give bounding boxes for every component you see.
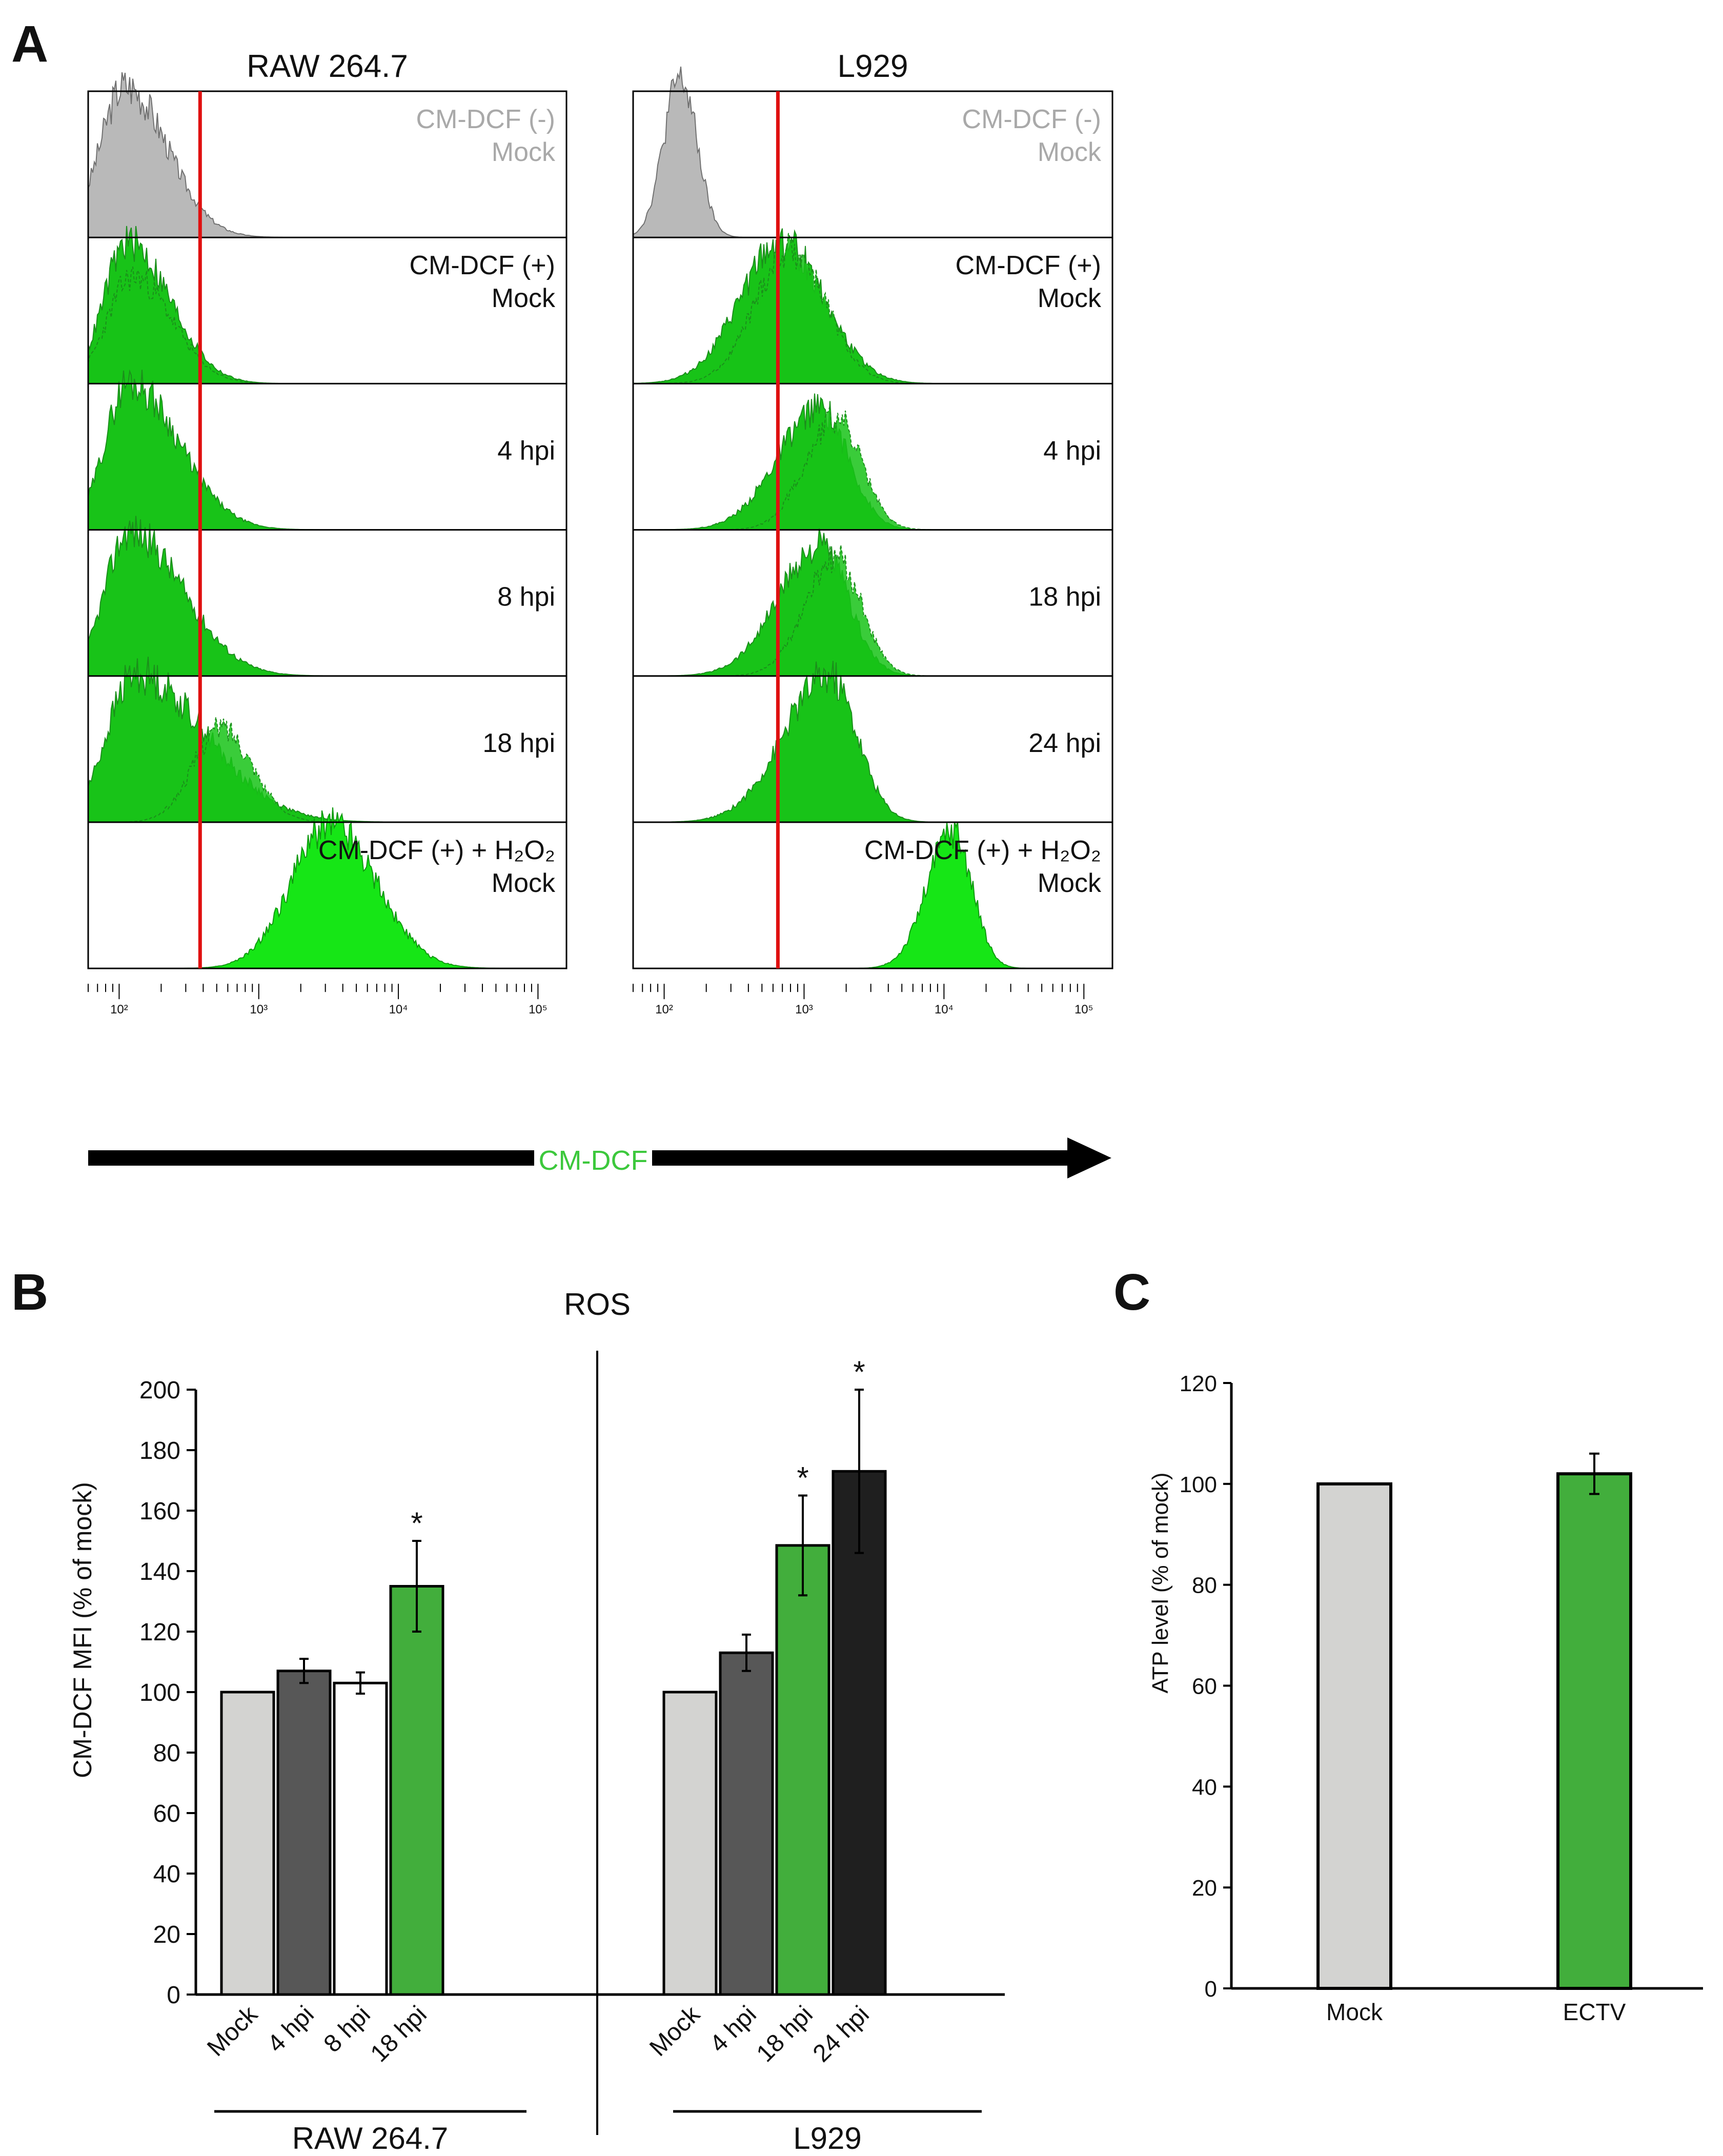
- x-tick-label: 10⁴: [389, 1003, 408, 1016]
- bar: [276, 1670, 332, 1996]
- histogram-curve-green: [88, 516, 566, 677]
- y-tick-label: 100: [139, 1679, 180, 1706]
- y-tick-label: 200: [139, 1377, 180, 1404]
- y-tick-label: 20: [1192, 1876, 1217, 1901]
- x-tick-label: 10³: [795, 1003, 813, 1016]
- chart-c-bars: Mock ECTV: [1316, 1452, 1632, 2025]
- arrow-shaft-left: [88, 1150, 534, 1166]
- y-tick-label: 80: [153, 1740, 180, 1767]
- chart-c-ylabel: ATP level (% of mock): [1148, 1472, 1173, 1693]
- row-label-line2: Mock: [1038, 137, 1102, 167]
- row-label-line1: CM-DCF (-): [962, 105, 1101, 134]
- histogram-l929: L929 CM-DCF (-) Mock CM-DCF (+) Mock 4 hpi 18 …: [632, 49, 1113, 1016]
- y-tick-label: 20: [153, 1921, 180, 1948]
- histogram-title: L929: [838, 49, 908, 84]
- row-label: 8 hpi: [497, 582, 555, 612]
- significance-star: *: [797, 1461, 808, 1495]
- bar: [1556, 1472, 1632, 1990]
- bar: [662, 1691, 718, 1996]
- significance-star: *: [853, 1355, 865, 1389]
- row-label-line1: CM-DCF (+): [409, 251, 555, 280]
- bar: [333, 1681, 388, 1996]
- row-label-line2: Mock: [492, 137, 556, 167]
- histogram-frame: [632, 90, 1113, 969]
- y-tick-label: 60: [153, 1800, 180, 1827]
- bar: [775, 1544, 830, 1996]
- row-label-line2: Mock: [1038, 868, 1102, 898]
- histogram-raw264: RAW 264.7 CM-DCF (-) Mock CM-DCF (+) Mock 4 h…: [87, 49, 567, 1016]
- histogram-frame: [87, 90, 567, 969]
- y-tick-label: 120: [139, 1619, 180, 1646]
- panel-letter-c: C: [1113, 1264, 1150, 1321]
- bar: [389, 1585, 444, 1996]
- bar: [1316, 1482, 1392, 1990]
- y-tick-label: 40: [153, 1861, 180, 1888]
- category-label: Mock: [202, 2001, 263, 2062]
- chart-b-title: ROS: [564, 1287, 631, 1321]
- panel-c-atp-bar-chart: ATP level (% of mock) 0 20 40 60 80 100 120 Mo…: [1148, 1371, 1703, 2025]
- y-tick-label: 0: [167, 1982, 180, 2009]
- category-label: 18 hpi: [366, 2001, 432, 2067]
- cm-dcf-axis-arrow: CM-DCF: [88, 1137, 1111, 1178]
- row-label-line1: CM-DCF (+) + H₂O₂: [864, 836, 1101, 865]
- histogram-curve-green: [88, 369, 566, 531]
- chart-b-ylabel: CM-DCF MFI (% of mock): [68, 1482, 97, 1778]
- category-label: Mock: [1326, 1999, 1383, 2025]
- row-label: 18 hpi: [1028, 582, 1101, 612]
- row-label: 18 hpi: [482, 728, 555, 758]
- y-tick-label: 40: [1192, 1775, 1217, 1800]
- row-label-line1: CM-DCF (+) + H₂O₂: [318, 836, 555, 865]
- row-label-line1: CM-DCF (+): [955, 251, 1101, 280]
- x-tick-label: 10²: [110, 1003, 128, 1016]
- row-label-line1: CM-DCF (-): [416, 105, 555, 134]
- y-tick-label: 180: [139, 1437, 180, 1465]
- category-label: 18 hpi: [752, 2001, 818, 2067]
- bar: [832, 1470, 887, 1996]
- category-label: ECTV: [1563, 1999, 1626, 2025]
- category-label: 24 hpi: [808, 2001, 875, 2067]
- y-tick-label: 100: [1180, 1472, 1217, 1497]
- chart-c-y-ticks: 0 20 40 60 80 100 120: [1180, 1371, 1231, 2002]
- x-tick-label: 10²: [655, 1003, 673, 1016]
- panel-b-ros-bar-chart: ROS CM-DCF MFI (% of mock) 0 20 40 60 80 100 1…: [68, 1287, 1005, 2155]
- arrow-label-cm-dcf: CM-DCF: [539, 1145, 648, 1176]
- row-label: 4 hpi: [497, 436, 555, 465]
- y-tick-label: 120: [1180, 1371, 1217, 1396]
- x-tick-label: 10⁴: [935, 1003, 954, 1016]
- category-label: Mock: [644, 2001, 705, 2062]
- x-tick-label: 10⁵: [529, 1003, 548, 1016]
- row-label-line2: Mock: [492, 868, 556, 898]
- histogram-title: RAW 264.7: [247, 49, 408, 84]
- arrow-head: [1067, 1137, 1111, 1178]
- bar: [220, 1691, 275, 1996]
- y-tick-label: 60: [1192, 1674, 1217, 1699]
- x-tick-label: 10³: [250, 1003, 268, 1016]
- row-label-line2: Mock: [1038, 283, 1102, 313]
- y-tick-label: 0: [1205, 1977, 1217, 2002]
- y-tick-label: 160: [139, 1498, 180, 1525]
- chart-b-y-ticks: 0 20 40 60 80 100 120 140 160 180 200: [139, 1377, 196, 2009]
- category-label: 4 hpi: [262, 2001, 319, 2058]
- arrow-shaft-right: [652, 1150, 1070, 1166]
- y-tick-label: 140: [139, 1558, 180, 1585]
- group-label-raw264: RAW 264.7: [292, 2121, 449, 2155]
- group-label-l929: L929: [793, 2121, 861, 2155]
- x-tick-label: 10⁵: [1075, 1003, 1093, 1016]
- y-tick-label: 80: [1192, 1573, 1217, 1598]
- panel-letter-a: A: [11, 15, 48, 73]
- row-label: 4 hpi: [1043, 436, 1101, 465]
- panel-a-histograms: RAW 264.7 CM-DCF (-) Mock CM-DCF (+) Mock 4 h…: [87, 49, 1113, 1178]
- significance-star: *: [411, 1506, 422, 1540]
- row-label-line2: Mock: [492, 283, 556, 313]
- bar: [719, 1651, 774, 1996]
- panel-letter-b: B: [11, 1264, 48, 1321]
- histogram-curve-green: [633, 405, 1112, 531]
- row-label: 24 hpi: [1028, 728, 1101, 758]
